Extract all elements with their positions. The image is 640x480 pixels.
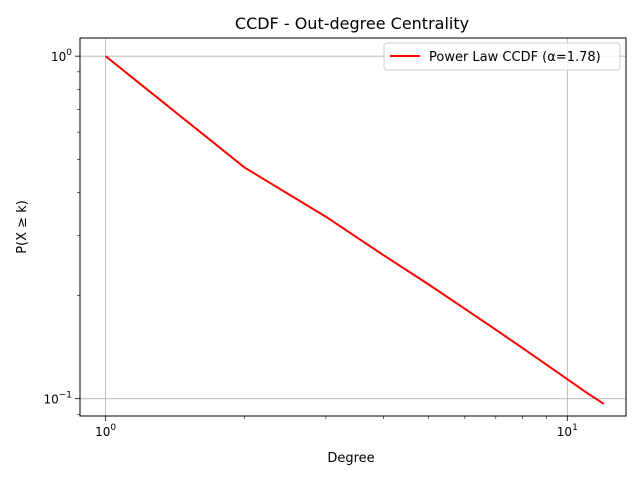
legend: Power Law CCDF (α=1.78)	[383, 42, 621, 71]
grid	[80, 38, 626, 416]
legend-label: Power Law CCDF (α=1.78)	[429, 50, 601, 65]
series-line-0	[105, 55, 605, 405]
series-layer	[105, 55, 605, 405]
plot-frame	[79, 37, 627, 417]
chart-title: CCDF - Out-degree Centrality	[235, 14, 469, 33]
legend-box	[383, 42, 621, 71]
x-axis-label: Degree	[327, 451, 374, 466]
y-axis-label: P(X ≥ k)	[15, 200, 30, 254]
